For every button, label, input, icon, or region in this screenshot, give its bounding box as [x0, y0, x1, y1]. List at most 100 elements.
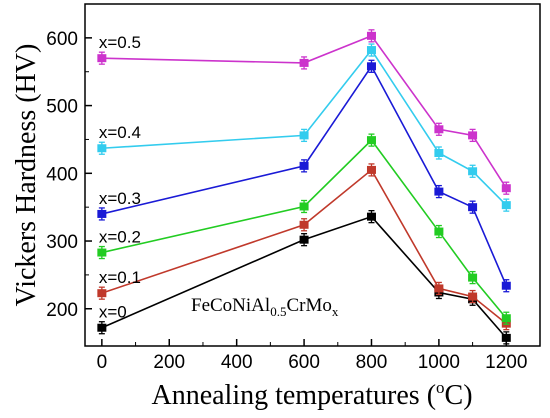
marker [468, 292, 478, 301]
x-tick-label: 200 [153, 352, 185, 373]
data-point [366, 43, 376, 57]
x-axis-title: Annealing temperatures (oC) [151, 378, 472, 411]
marker [468, 167, 478, 176]
y-axis-title: Vickers Hardness (HV) [11, 44, 42, 307]
series-label: x=0.5 [99, 33, 141, 52]
series-label: x=0.3 [99, 189, 141, 208]
data-point [366, 209, 376, 224]
data-point [501, 311, 511, 325]
data-point [97, 286, 107, 300]
data-point [299, 233, 309, 247]
marker [97, 144, 107, 153]
marker [501, 201, 511, 210]
data-point [299, 218, 309, 232]
series-line [101, 215, 507, 339]
marker [434, 284, 444, 293]
series-line [101, 34, 507, 189]
data-point [97, 245, 107, 260]
marker [366, 165, 376, 174]
data-point [366, 29, 376, 43]
annotation-prefix: FeCoNiAl [191, 295, 270, 316]
x-tick-label: 1200 [485, 352, 527, 373]
data-point [434, 224, 444, 239]
annotation-sub2: x [332, 304, 339, 319]
composition-annotation: FeCoNiAl0.5CrMox [191, 295, 339, 319]
data-point [299, 56, 309, 70]
data-point [468, 164, 478, 178]
marker [299, 220, 309, 229]
marker [97, 248, 107, 257]
plot-frame [84, 3, 541, 347]
data-point [299, 159, 309, 173]
marker [501, 314, 511, 323]
x-axis-title-sup: o [436, 378, 445, 397]
data-point [468, 270, 478, 285]
y-tick-label: 500 [46, 97, 78, 118]
series-label: x=0 [99, 303, 127, 322]
marker [468, 203, 478, 212]
series-markers [97, 29, 511, 345]
data-point [434, 281, 444, 296]
data-point [434, 122, 444, 136]
marker [299, 131, 309, 140]
y-tick-label: 200 [46, 300, 78, 321]
series-line [101, 138, 507, 319]
data-point [468, 128, 478, 143]
data-point [366, 59, 376, 73]
series-labels: x=0 x=0.1 x=0.2 x=0.3 x=0.4 x=0.5 [99, 33, 141, 322]
series-line [101, 168, 507, 325]
marker [434, 125, 444, 134]
x-tick-label: 600 [288, 352, 320, 373]
data-point [299, 199, 309, 214]
data-point [434, 146, 444, 160]
marker [434, 187, 444, 196]
marker [366, 136, 376, 145]
data-point [366, 163, 376, 177]
marker [299, 202, 309, 211]
series-line [101, 48, 507, 206]
x-tick-label: 400 [221, 352, 253, 373]
marker [97, 54, 107, 63]
data-point [434, 184, 444, 199]
marker [97, 323, 107, 332]
marker [97, 289, 107, 298]
data-point [501, 198, 511, 212]
marker [501, 184, 511, 193]
data-point [468, 289, 478, 304]
marker [299, 161, 309, 170]
marker [468, 273, 478, 282]
data-point [468, 200, 478, 214]
data-point [366, 133, 376, 147]
marker [501, 281, 511, 290]
series-label: x=0.2 [99, 228, 141, 247]
x-tick-label: 1000 [418, 352, 460, 373]
data-point [501, 279, 511, 293]
series-label: x=0.4 [99, 123, 141, 142]
marker [468, 131, 478, 140]
marker [434, 148, 444, 157]
data-point [97, 321, 107, 335]
data-point [501, 181, 511, 195]
marker [299, 235, 309, 244]
x-axis-title-main: Annealing temperatures ( [151, 380, 436, 411]
data-point [501, 331, 511, 345]
y-tick-label: 300 [46, 232, 78, 253]
data-point [97, 141, 107, 155]
data-point [97, 51, 107, 65]
marker [366, 31, 376, 40]
marker [366, 46, 376, 55]
x-tick-label: 800 [356, 352, 388, 373]
marker [434, 227, 444, 236]
x-tick-label: 0 [97, 352, 108, 373]
marker [97, 209, 107, 218]
series-lines [101, 34, 508, 339]
marker [366, 212, 376, 221]
x-axis-title-end: C) [445, 380, 473, 411]
series-line [101, 64, 508, 287]
marker [501, 333, 511, 342]
series-label: x=0.1 [99, 268, 141, 287]
y-tick-label: 400 [46, 164, 78, 185]
data-point [97, 207, 107, 221]
marker [299, 58, 309, 67]
